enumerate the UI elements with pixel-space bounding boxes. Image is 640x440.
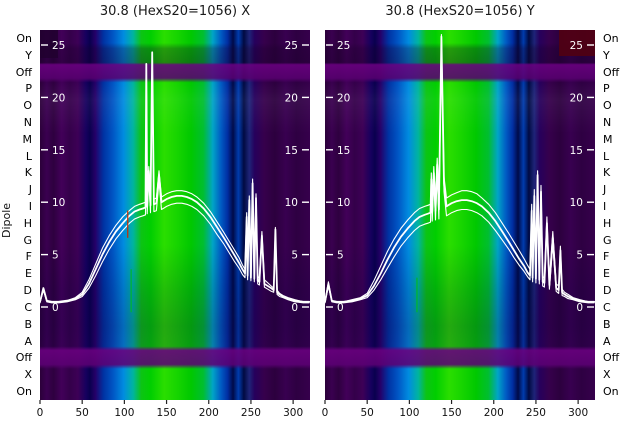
panel-title-y: 30.8 (HexS20=1056) Y — [385, 4, 535, 19]
row-label: F — [603, 250, 610, 264]
row-label: P — [603, 82, 610, 96]
x-tick-label: 300 — [568, 407, 588, 419]
x-tick-label: 250 — [241, 407, 261, 419]
maroon-corner-patch — [559, 30, 595, 56]
row-label: On — [603, 384, 619, 398]
row-label: B — [603, 317, 611, 331]
row-label: G — [23, 233, 32, 247]
row-labels-right: On Y Off P O N M L K J I H G F E D C B A Off X On — [601, 30, 637, 400]
x-tick-label: 150 — [157, 407, 177, 419]
row-label: C — [24, 300, 32, 314]
x-tick-label: 50 — [76, 407, 89, 419]
row-label: L — [603, 149, 610, 163]
row-label: Off — [603, 351, 620, 365]
row-label: On — [16, 31, 32, 45]
row-label: Off — [15, 351, 32, 365]
dark-corner-patch — [40, 30, 58, 58]
row-label: X — [24, 368, 32, 382]
x-tick-label: 100 — [114, 407, 134, 419]
x-tick-label: 300 — [283, 407, 303, 419]
panel-title-x: 30.8 (HexS20=1056) X — [99, 4, 251, 19]
row-label: M — [603, 132, 613, 146]
row-label: H — [23, 216, 32, 230]
row-label: O — [23, 99, 32, 113]
row-label: I — [28, 200, 32, 214]
row-label: N — [603, 115, 612, 129]
row-label: A — [603, 334, 611, 348]
x-tick-label: 250 — [526, 407, 546, 419]
row-label: K — [603, 166, 611, 180]
row-labels-left: On Y Off P O N M L K J I H G F E D C B A Off X On — [4, 30, 32, 400]
row-label: A — [24, 334, 32, 348]
row-label: J — [603, 183, 607, 197]
x-tick-label: 0 — [322, 407, 329, 419]
row-label: N — [23, 115, 32, 129]
row-label: B — [24, 317, 32, 331]
row-label: C — [603, 300, 611, 314]
row-label: D — [603, 284, 612, 298]
row-label: J — [28, 183, 32, 197]
x-tick-label: 200 — [484, 407, 504, 419]
row-label: E — [603, 267, 610, 281]
x-tick-label: 150 — [442, 407, 462, 419]
x-tick-label: 50 — [361, 407, 374, 419]
row-label: L — [25, 149, 32, 163]
row-label: K — [24, 166, 32, 180]
row-label: Y — [25, 48, 32, 62]
row-label: D — [23, 284, 32, 298]
row-label: Off — [15, 65, 32, 79]
row-label: Off — [603, 65, 620, 79]
heatmap-panel-x — [40, 30, 310, 400]
row-label: I — [603, 200, 607, 214]
x-tick-label: 0 — [37, 407, 44, 419]
heatmap-panel-y — [325, 30, 595, 400]
row-label: On — [603, 31, 619, 45]
row-label: X — [603, 368, 611, 382]
row-label: M — [22, 132, 33, 146]
row-label: G — [603, 233, 612, 247]
row-label: Y — [603, 48, 610, 62]
x-tick-label: 200 — [199, 407, 219, 419]
row-label: E — [25, 267, 32, 281]
row-label: On — [16, 384, 32, 398]
row-label: O — [603, 99, 612, 113]
row-label: H — [603, 216, 612, 230]
row-label: P — [25, 82, 32, 96]
row-label: F — [25, 250, 32, 264]
x-tick-label: 100 — [399, 407, 419, 419]
